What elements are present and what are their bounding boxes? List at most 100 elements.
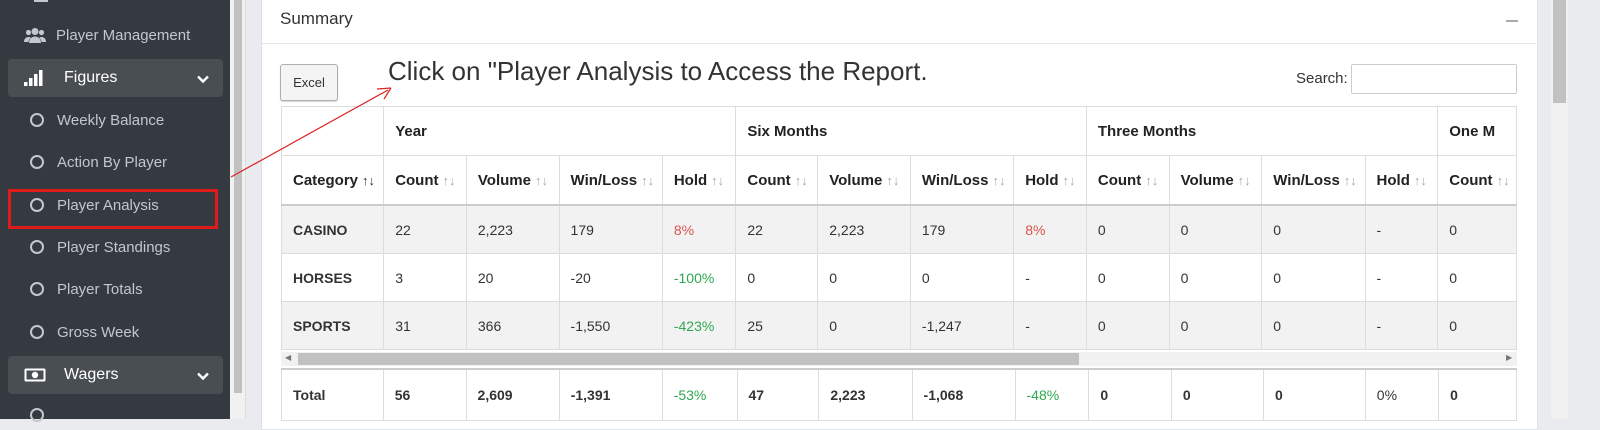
sort-icon[interactable]: ↑↓ bbox=[794, 172, 808, 188]
scroll-right-arrow-icon[interactable]: ▶ bbox=[1506, 353, 1513, 362]
table-cell: 3 bbox=[383, 253, 467, 302]
excel-button[interactable]: Excel bbox=[280, 64, 338, 101]
sort-ascending-icon[interactable]: ↑↓ bbox=[362, 172, 376, 188]
total-cell: 0 bbox=[1438, 368, 1517, 421]
column-header[interactable]: Category ↑↓ bbox=[281, 155, 385, 206]
sidebar-item-player-standings[interactable]: Player Standings bbox=[8, 228, 223, 266]
sidebar-item-label: Player Standings bbox=[57, 238, 171, 256]
column-header[interactable]: Hold ↑↓ bbox=[661, 155, 737, 206]
sidebar-item-gross-week[interactable]: Gross Week bbox=[8, 313, 223, 351]
total-cell: -53% bbox=[661, 368, 738, 421]
table-cell: -423% bbox=[661, 301, 737, 350]
column-header[interactable]: Count ↑↓ bbox=[735, 155, 819, 206]
table-cell: - bbox=[1364, 301, 1439, 350]
column-header[interactable]: Win/Loss ↑↓ bbox=[909, 155, 1015, 206]
column-header[interactable]: Volume ↑↓ bbox=[1168, 155, 1263, 206]
table-cell: - bbox=[1364, 204, 1439, 254]
category-cell: HORSES bbox=[281, 253, 385, 302]
total-cell: -1,391 bbox=[558, 368, 663, 421]
table-scrollbar-thumb[interactable] bbox=[298, 353, 1079, 365]
sort-icon[interactable]: ↑↓ bbox=[1413, 172, 1427, 188]
table-cell: 0 bbox=[735, 253, 819, 302]
total-cell: 0 bbox=[1170, 368, 1265, 421]
table-cell: 31 bbox=[383, 301, 467, 350]
column-header-label: Count bbox=[1097, 171, 1142, 189]
collapse-icon[interactable] bbox=[1506, 20, 1518, 22]
sort-icon[interactable]: ↑↓ bbox=[992, 172, 1006, 188]
table-cell: 2,223 bbox=[465, 204, 560, 254]
column-header[interactable]: Count ↑↓ bbox=[1085, 155, 1170, 206]
column-header[interactable]: Volume ↑↓ bbox=[817, 155, 911, 206]
table-cell: 0 bbox=[817, 253, 911, 302]
group-header: Year bbox=[383, 106, 737, 156]
sidebar-item-player-management[interactable]: Player Management bbox=[8, 16, 223, 54]
table-footer-wrapper: Total 56 2,609 -1,391 -53% 47 2,223 -1,068 -48% 0… bbox=[281, 368, 1517, 428]
table-row: HORSES 3 20 -20 -100% 0 0 0-0 0 0-0 bbox=[281, 253, 1517, 302]
sort-icon[interactable]: ↑↓ bbox=[1343, 172, 1357, 188]
table-cell: 0 bbox=[1261, 204, 1366, 254]
card-title: Summary bbox=[280, 9, 353, 28]
total-cell: 0% bbox=[1364, 368, 1440, 421]
table-cell: 0 bbox=[1168, 253, 1263, 302]
total-cell: -48% bbox=[1014, 368, 1090, 421]
table-cell: - bbox=[1013, 253, 1087, 302]
sort-icon[interactable]: ↑↓ bbox=[886, 172, 900, 188]
sidebar-group-label: Figures bbox=[64, 69, 118, 86]
column-header[interactable]: Win/Loss ↑↓ bbox=[558, 155, 663, 206]
page-scrollbar-thumb[interactable] bbox=[1553, 0, 1566, 103]
sidebar-item-label: Weekly Balance bbox=[57, 111, 165, 129]
sort-icon[interactable]: ↑↓ bbox=[1496, 172, 1510, 188]
sidebar-group-figures[interactable]: Figures bbox=[8, 59, 223, 97]
table-cell: 0 bbox=[1085, 301, 1170, 350]
table-cell: 179 bbox=[558, 204, 663, 254]
column-header[interactable]: Count ↑↓ bbox=[1437, 155, 1517, 206]
column-header-label: Win/Loss bbox=[570, 171, 638, 189]
table-cell: -1,247 bbox=[909, 301, 1015, 350]
table-footer-row: Total 56 2,609 -1,391 -53% 47 2,223 -1,068 -48% 0… bbox=[281, 368, 1517, 421]
column-header-label: Hold bbox=[1376, 171, 1410, 189]
search-input[interactable] bbox=[1351, 64, 1517, 94]
sidebar-item-player-analysis[interactable]: Player Analysis bbox=[8, 186, 223, 224]
column-header-label: Volume bbox=[477, 171, 531, 189]
sort-icon[interactable]: ↑↓ bbox=[1145, 172, 1159, 188]
sort-icon[interactable]: ↑↓ bbox=[1237, 172, 1251, 188]
column-header[interactable]: Hold ↑↓ bbox=[1364, 155, 1439, 206]
total-cell: 47 bbox=[736, 368, 820, 421]
table-cell: 0 bbox=[1168, 204, 1263, 254]
page-scrollbar[interactable] bbox=[1551, 0, 1568, 419]
table-cell: 0 bbox=[1261, 301, 1366, 350]
column-header[interactable]: Win/Loss ↑↓ bbox=[1261, 155, 1366, 206]
column-header-label: Hold bbox=[1025, 171, 1059, 189]
sidebar-scrollbar-thumb[interactable] bbox=[234, 0, 242, 393]
sort-icon[interactable]: ↑↓ bbox=[1062, 172, 1076, 188]
total-cell: 2,223 bbox=[818, 368, 913, 421]
table-cell: 20 bbox=[465, 253, 560, 302]
column-header[interactable]: Count ↑↓ bbox=[383, 155, 467, 206]
sort-icon[interactable]: ↑↓ bbox=[711, 172, 725, 188]
chevron-down-icon bbox=[197, 71, 209, 89]
sidebar-item-action-by-player[interactable]: Action By Player bbox=[8, 143, 223, 181]
table-cell: 25 bbox=[735, 301, 819, 350]
category-cell: CASINO bbox=[281, 204, 385, 254]
circle-icon bbox=[30, 408, 44, 422]
column-header-label: Volume bbox=[829, 171, 883, 189]
table-row: SPORTS 31 366 -1,550 -423% 25 0 -1,247-0 0 0-0 bbox=[281, 301, 1517, 350]
scroll-left-arrow-icon[interactable]: ◀ bbox=[285, 353, 292, 362]
sidebar-item-player-totals[interactable]: Player Totals bbox=[8, 270, 223, 308]
column-header-label: Count bbox=[747, 171, 791, 189]
sort-icon[interactable]: ↑↓ bbox=[442, 172, 456, 188]
sidebar-item-weekly-balance[interactable]: Weekly Balance bbox=[8, 101, 223, 139]
group-header-row: Year Six Months Three Months One M bbox=[281, 106, 1517, 156]
table-cell: - bbox=[1013, 301, 1087, 350]
table-cell: -1,550 bbox=[558, 301, 663, 350]
divider bbox=[262, 43, 1536, 44]
sort-icon[interactable]: ↑↓ bbox=[534, 172, 548, 188]
column-header[interactable]: Volume ↑↓ bbox=[465, 155, 560, 206]
sidebar-group-wagers[interactable]: Wagers bbox=[8, 356, 223, 394]
sort-icon[interactable]: ↑↓ bbox=[641, 172, 655, 188]
total-label-cell: Total bbox=[281, 368, 384, 421]
table-cell: -20 bbox=[558, 253, 663, 302]
column-header[interactable]: Hold ↑↓ bbox=[1013, 155, 1087, 206]
total-cell: 0 bbox=[1088, 368, 1172, 421]
table-cell: 0 bbox=[817, 301, 911, 350]
